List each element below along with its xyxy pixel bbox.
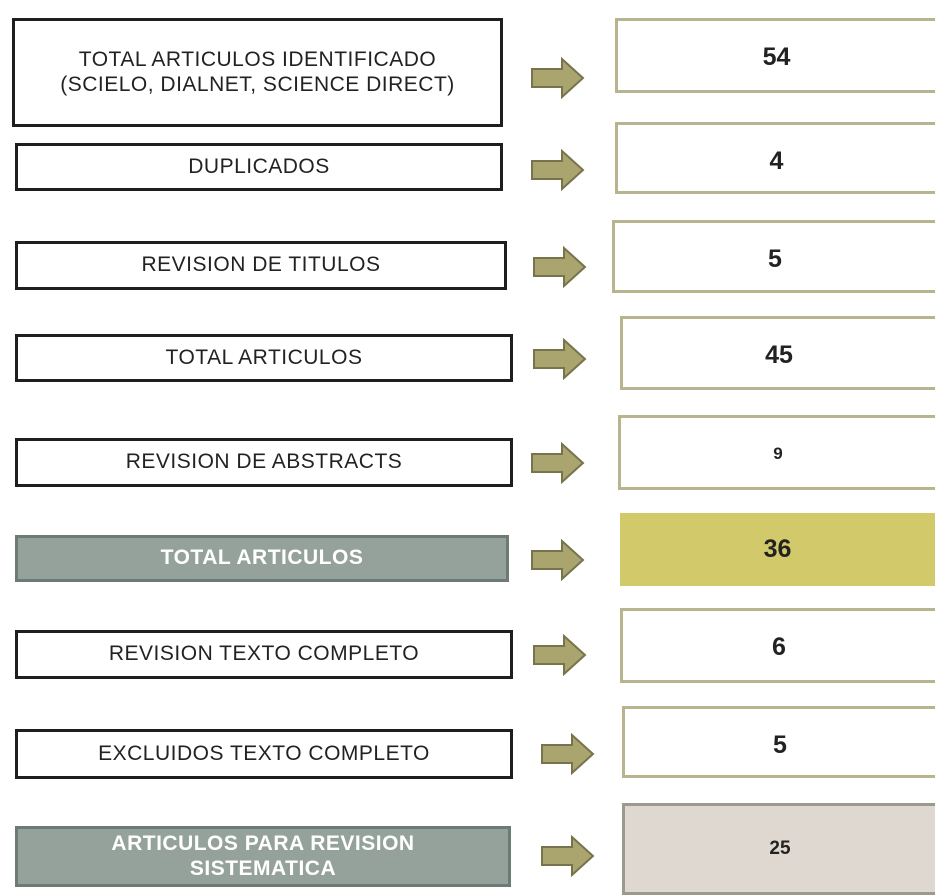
step-label: DUPLICADOS: [15, 143, 503, 191]
arrow: [533, 633, 587, 677]
arrow: [531, 538, 585, 582]
step-count: 25: [622, 803, 935, 895]
arrow: [531, 441, 585, 485]
step-count: 45: [620, 316, 935, 390]
step-count: 4: [615, 122, 935, 194]
arrow: [533, 245, 587, 289]
step-count: 9: [618, 415, 935, 490]
step-label: ARTICULOS PARA REVISION SISTEMATICA: [15, 826, 511, 887]
step-label: EXCLUIDOS TEXTO COMPLETO: [15, 729, 513, 779]
step-label: REVISION DE ABSTRACTS: [15, 438, 513, 487]
arrow: [541, 834, 595, 878]
step-count: 5: [612, 220, 935, 293]
step-count: 6: [620, 608, 935, 683]
step-label: REVISION DE TITULOS: [15, 241, 507, 290]
arrow: [531, 56, 585, 100]
step-count: 54: [615, 18, 935, 93]
arrow: [531, 148, 585, 192]
step-label: TOTAL ARTICULOS IDENTIFICADO (SCIELO, DI…: [12, 18, 503, 127]
step-count: 36: [620, 513, 935, 586]
arrow: [533, 337, 587, 381]
arrow: [541, 732, 595, 776]
step-label: TOTAL ARTICULOS: [15, 535, 509, 582]
step-label: TOTAL ARTICULOS: [15, 334, 513, 382]
step-label: REVISION TEXTO COMPLETO: [15, 630, 513, 679]
step-count: 5: [622, 706, 935, 778]
